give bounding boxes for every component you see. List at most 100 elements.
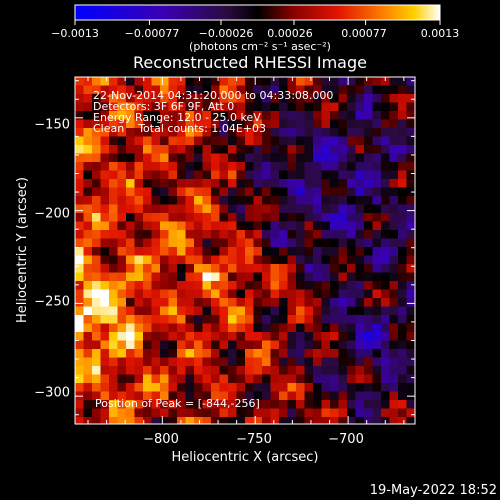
heatmap-cell bbox=[338, 162, 348, 171]
heatmap-cell bbox=[202, 153, 212, 163]
heatmap-cell bbox=[338, 204, 348, 214]
heatmap-cell bbox=[211, 221, 220, 231]
heatmap-cell bbox=[117, 77, 127, 86]
heatmap-cell bbox=[219, 204, 229, 214]
heatmap-cell bbox=[245, 315, 254, 324]
heatmap-cell bbox=[355, 400, 365, 409]
colorbar-tick-label: 0.0013 bbox=[421, 27, 460, 40]
heatmap-cell bbox=[109, 196, 118, 205]
heatmap-cell bbox=[194, 357, 203, 367]
heatmap-cell bbox=[160, 196, 169, 205]
heatmap-cell bbox=[389, 238, 399, 248]
heatmap-cell bbox=[287, 111, 297, 120]
heatmap-cell bbox=[75, 128, 84, 137]
heatmap-cell bbox=[83, 221, 93, 231]
heatmap-cell bbox=[109, 162, 118, 171]
heatmap-cell bbox=[338, 128, 348, 137]
heatmap-cell bbox=[338, 306, 348, 316]
peak-position-label: Position of Peak = [-844,-256] bbox=[95, 397, 260, 410]
heatmap-cell bbox=[287, 170, 297, 180]
heatmap-cell bbox=[100, 272, 110, 282]
heatmap-cell bbox=[296, 119, 305, 129]
heatmap-cell bbox=[313, 111, 322, 120]
heatmap-cell bbox=[279, 323, 288, 333]
heatmap-cell bbox=[406, 281, 415, 290]
heatmap-cell bbox=[347, 196, 356, 205]
heatmap-cell bbox=[287, 323, 297, 333]
heatmap-cell bbox=[313, 391, 322, 401]
heatmap-cell bbox=[330, 306, 339, 316]
heatmap-cell bbox=[92, 306, 101, 316]
heatmap-cell bbox=[406, 374, 415, 384]
heatmap-cell bbox=[126, 187, 135, 197]
heatmap-cell bbox=[330, 323, 339, 333]
heatmap-cell bbox=[270, 119, 280, 129]
heatmap-cell bbox=[245, 272, 254, 282]
heatmap-cell bbox=[398, 145, 407, 154]
heatmap-cell bbox=[364, 391, 373, 401]
heatmap-cell bbox=[321, 281, 331, 290]
heatmap-cell bbox=[194, 264, 203, 273]
heatmap-cell bbox=[219, 408, 229, 418]
heatmap-cell bbox=[330, 136, 339, 146]
heatmap-cell bbox=[338, 255, 348, 265]
heatmap-cell bbox=[245, 391, 254, 401]
heatmap-cell bbox=[160, 289, 169, 299]
heatmap-cell bbox=[75, 94, 84, 103]
heatmap-cell bbox=[100, 323, 110, 333]
heatmap-cell bbox=[313, 366, 322, 375]
heatmap-cell bbox=[202, 374, 212, 384]
heatmap-cell bbox=[194, 204, 203, 214]
heatmap-cell bbox=[262, 102, 271, 112]
heatmap-cell bbox=[177, 272, 186, 282]
heatmap-cell bbox=[338, 315, 348, 324]
heatmap-cell bbox=[338, 179, 348, 188]
heatmap-cell bbox=[253, 417, 263, 424]
heatmap-cell bbox=[177, 213, 186, 222]
heatmap-cell bbox=[134, 119, 144, 129]
heatmap-cell bbox=[75, 162, 84, 171]
heatmap-cell bbox=[245, 221, 254, 231]
heatmap-cell bbox=[236, 366, 246, 375]
heatmap-cell bbox=[211, 340, 220, 350]
heatmap-cell bbox=[143, 196, 152, 205]
heatmap-cell bbox=[228, 255, 237, 265]
heatmap-cell bbox=[219, 94, 229, 103]
heatmap-cell bbox=[194, 323, 203, 333]
heatmap-cell bbox=[194, 366, 203, 375]
heatmap-cell bbox=[389, 255, 399, 265]
heatmap-cell bbox=[372, 289, 382, 299]
heatmap-cell bbox=[338, 170, 348, 180]
heatmap-cell bbox=[279, 281, 288, 290]
heatmap-cell bbox=[211, 136, 220, 146]
heatmap-cell bbox=[304, 187, 314, 197]
heatmap-cell bbox=[168, 400, 178, 409]
heatmap-cell bbox=[279, 204, 288, 214]
heatmap-cell bbox=[389, 289, 399, 299]
heatmap-cell bbox=[160, 85, 169, 95]
heatmap-cell bbox=[134, 153, 144, 163]
heatmap-cell bbox=[109, 306, 118, 316]
heatmap-cell bbox=[126, 196, 135, 205]
heatmap-cell bbox=[262, 306, 271, 316]
heatmap-cell bbox=[177, 162, 186, 171]
heatmap-cell bbox=[194, 170, 203, 180]
heatmap-cell bbox=[83, 340, 93, 350]
heatmap-cell bbox=[211, 315, 220, 324]
heatmap-cell bbox=[313, 357, 322, 367]
heatmap-cell bbox=[253, 221, 263, 231]
heatmap-cell bbox=[236, 272, 246, 282]
heatmap-cell bbox=[117, 383, 127, 392]
heatmap-cell bbox=[313, 400, 322, 409]
heatmap-cell bbox=[398, 408, 407, 418]
heatmap-cell bbox=[330, 111, 339, 120]
heatmap-cell bbox=[245, 230, 254, 239]
heatmap-cell bbox=[330, 383, 339, 392]
heatmap-cell bbox=[117, 340, 127, 350]
heatmap-cell bbox=[228, 204, 237, 214]
heatmap-cell bbox=[117, 85, 127, 95]
heatmap-cell bbox=[406, 272, 415, 282]
heatmap-cell bbox=[253, 179, 263, 188]
heatmap-cell bbox=[313, 145, 322, 154]
heatmap-cell bbox=[338, 196, 348, 205]
